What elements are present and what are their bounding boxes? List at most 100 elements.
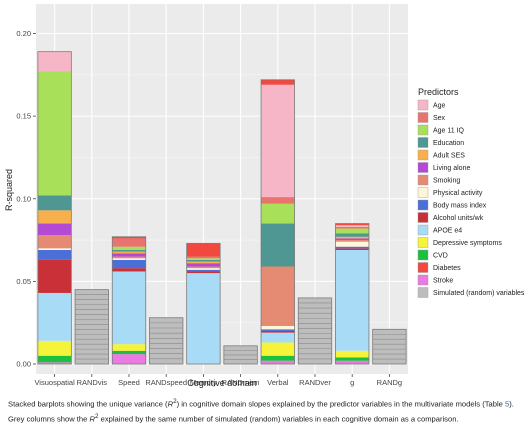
bar-segment-age-11-iq <box>37 71 72 196</box>
x-tick-label: RANDmem <box>222 378 260 387</box>
bar-segment-alcohol-units-wk <box>186 271 221 274</box>
bar-segment-age <box>335 225 369 227</box>
legend-label: Sex <box>433 115 446 122</box>
legend-label: Age <box>433 103 446 110</box>
bar-segment-living-alone <box>112 253 146 257</box>
bar-segment-depressive-symptoms <box>335 350 369 358</box>
legend-label: Living alone <box>433 165 470 172</box>
y-tick-label: 0.10 <box>16 194 31 203</box>
bar-segment-age <box>37 51 72 72</box>
bar-segment-stroke <box>37 362 72 364</box>
legend-swatch <box>417 224 429 236</box>
x-tick-label: Memory <box>190 378 217 387</box>
caption-superscript: 2 <box>173 398 177 405</box>
legend-label: Body mass index <box>433 203 487 210</box>
legend-label: Alcohol units/wk <box>433 215 484 222</box>
bar-outline <box>74 289 109 365</box>
y-tick-label: 0.20 <box>16 29 31 38</box>
figure-caption: Stacked barplots showing the unique vari… <box>8 396 522 425</box>
bar-segment-living-alone <box>37 223 72 236</box>
bar-outline <box>372 328 407 365</box>
y-axis-title: R-squared <box>4 169 14 211</box>
bar-segment-adult-ses <box>112 251 146 254</box>
bar-segment-adult-ses <box>37 210 72 224</box>
bar-segment-age-11-iq <box>186 258 221 260</box>
bar-segment-age <box>261 84 295 198</box>
bar-segment-smoking <box>37 235 72 249</box>
bar-segment-cvd <box>335 357 369 361</box>
bar-segment-education <box>335 233 369 237</box>
bar-outline <box>186 242 221 365</box>
bars <box>37 51 407 365</box>
legend-swatch <box>417 112 429 123</box>
legend-label: Depressive symptoms <box>433 240 502 247</box>
bar-segment-adult-ses <box>186 261 221 264</box>
bar-segment-stroke <box>261 360 295 364</box>
x-tick-label: RANDg <box>377 378 402 387</box>
bar-segment-physical-activity <box>37 248 72 250</box>
bar-segment-body-mass-index <box>112 259 146 269</box>
bar-segment-education <box>186 259 221 262</box>
stacked-bar-chart: 0.00 0.05 0.10 0.15 0.20 Visuospatial RANDvis… <box>4 4 525 388</box>
table-reference-link[interactable]: 5 <box>504 399 510 409</box>
caption-text-4: explained by the same number of simulate… <box>98 414 459 424</box>
bar-segment-sex <box>186 256 221 259</box>
bar-segment-physical-activity <box>112 258 146 260</box>
bar-segment-age-11-iq <box>112 246 146 250</box>
bar-segment-simulated-random-variables <box>75 289 109 364</box>
legend-label: Age 11 IQ <box>433 128 465 135</box>
legend-swatch <box>417 249 429 261</box>
bar-segment-adult-ses <box>335 236 369 239</box>
bar-segment-smoking <box>335 240 369 242</box>
bar-segment-depressive-symptoms <box>261 342 295 356</box>
bar-segment-living-alone <box>186 263 221 267</box>
caption-r-symbol-2: R <box>89 414 95 424</box>
legend-title: Predictors <box>418 87 459 97</box>
bar-segment-education <box>261 223 295 267</box>
legend-swatch <box>417 124 429 136</box>
caption-text-3: ). Grey columns show the <box>8 399 514 424</box>
legend-label: Diabetes <box>433 265 461 272</box>
x-tick-label: Visuospatial <box>34 378 75 387</box>
legend: Predictors Age Sex Age 11 IQ Education Adult… <box>417 87 525 298</box>
bar-segment-depressive-symptoms <box>37 340 72 356</box>
legend-swatch <box>417 262 429 273</box>
legend-swatch <box>417 149 429 161</box>
bar-segment-alcohol-units-wk <box>37 259 72 293</box>
bar-segment-physical-activity <box>335 241 369 247</box>
bar-segment-diabetes <box>335 223 369 226</box>
x-axis: Visuospatial RANDvis Speed RANDspeed Memory R… <box>34 374 402 387</box>
x-tick-label: RANDspeed <box>145 378 187 387</box>
legend-label: Physical activity <box>433 190 483 197</box>
x-tick-label: RANDvis <box>77 378 108 387</box>
bar-segment-simulated-random-variables <box>298 297 332 364</box>
x-tick-label: RANDver <box>299 378 331 387</box>
bar-segment-apoe-e4 <box>112 271 146 345</box>
y-tick-label: 0.05 <box>16 277 31 286</box>
bar-segment-education <box>112 249 146 252</box>
bar-segment-depressive-symptoms <box>112 344 146 351</box>
bar-segment-stroke <box>335 360 369 364</box>
caption-text-2: ) in cognitive domain slopes explained b… <box>176 399 505 409</box>
y-tick-label: 0.15 <box>16 112 31 121</box>
bar-outline <box>297 297 333 365</box>
caption-r-symbol: R <box>167 399 174 409</box>
legend-swatch <box>417 174 429 186</box>
x-tick-label: Verbal <box>267 378 289 387</box>
caption-superscript-2: 2 <box>94 412 99 420</box>
bar-segment-apoe-e4 <box>37 292 72 341</box>
bar-outline <box>335 223 370 365</box>
legend-label: CVD <box>433 253 448 260</box>
bar-segment-diabetes <box>261 79 295 85</box>
bar-segment-sex <box>261 197 295 204</box>
legend-label: APOE e4 <box>433 228 462 235</box>
bar-segment-diabetes <box>112 236 146 239</box>
bar-outline <box>223 345 258 365</box>
legend-swatch <box>417 99 429 111</box>
legend-swatch <box>417 212 429 223</box>
legend-label: Adult SES <box>433 153 465 160</box>
legend-label: Simulated (random) variables <box>433 290 525 297</box>
bar-segment-age-11-iq <box>335 228 369 234</box>
bar-outline <box>260 79 295 365</box>
bar-segment-sex <box>112 238 146 247</box>
